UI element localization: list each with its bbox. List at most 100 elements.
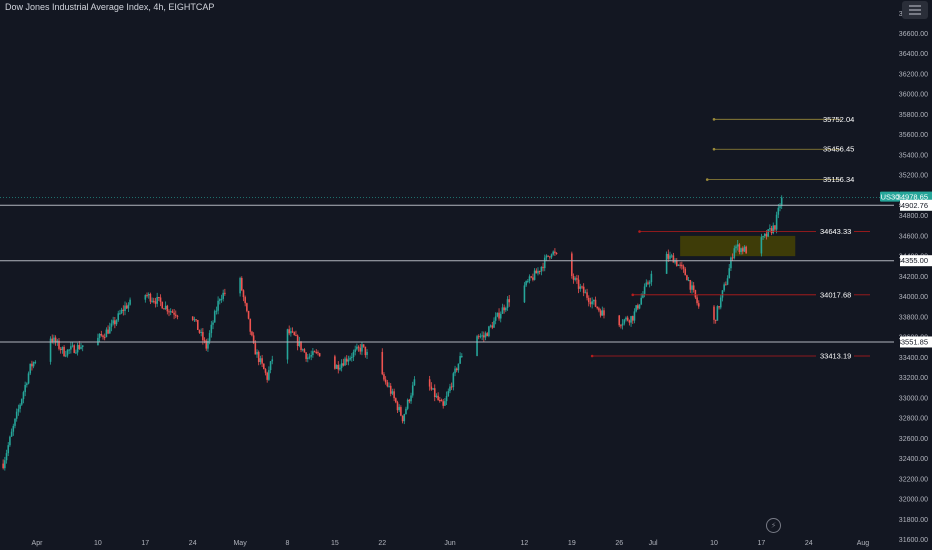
candle xyxy=(677,264,680,266)
candle xyxy=(769,224,771,233)
y-tick-label: 34800.00 xyxy=(899,213,928,220)
candle xyxy=(352,349,355,362)
resistance-line[interactable]: 34017.68 xyxy=(631,290,870,299)
candle xyxy=(719,294,722,310)
candle xyxy=(12,423,15,436)
candle xyxy=(102,334,104,340)
x-tick-label: 10 xyxy=(94,540,102,547)
candle xyxy=(461,353,463,358)
level-price-label: 34355.00 xyxy=(897,256,928,265)
y-tick-label: 35400.00 xyxy=(899,152,928,159)
candle xyxy=(669,251,671,261)
resistance-line[interactable]: 34643.33 xyxy=(638,227,870,236)
candle xyxy=(728,263,731,279)
candle xyxy=(354,345,356,356)
candle xyxy=(444,398,446,407)
candle xyxy=(459,352,461,365)
candle xyxy=(259,355,262,365)
candle xyxy=(571,251,573,279)
candle xyxy=(489,324,492,328)
candle xyxy=(508,294,511,307)
candle xyxy=(100,330,103,337)
candle xyxy=(356,343,358,351)
candle xyxy=(146,292,148,298)
candle xyxy=(340,359,343,372)
candle xyxy=(149,292,152,305)
candle xyxy=(63,345,65,357)
candle xyxy=(735,244,737,253)
resistance-line[interactable]: 33413.19 xyxy=(590,352,870,361)
candle xyxy=(584,289,587,294)
candle xyxy=(124,301,126,316)
candle xyxy=(523,282,526,304)
x-tick-label: 24 xyxy=(805,540,813,547)
y-tick-label: 31600.00 xyxy=(899,537,928,544)
candle xyxy=(549,256,551,260)
candle xyxy=(119,309,121,315)
candle xyxy=(156,292,158,307)
y-tick-label: 32000.00 xyxy=(899,497,928,504)
price-axis: 31600.00 31800.00 32000.00 32200.00 32400.00… xyxy=(899,11,928,544)
candle xyxy=(26,382,28,388)
candle xyxy=(498,308,500,321)
candle xyxy=(716,305,719,321)
candle xyxy=(525,280,527,287)
candle xyxy=(670,253,673,258)
x-tick-label: Jun xyxy=(444,540,455,547)
candle xyxy=(506,296,509,311)
candle xyxy=(574,276,577,282)
target-line[interactable]: 35752.04 xyxy=(712,115,855,124)
candle xyxy=(721,290,724,302)
candle xyxy=(730,256,732,271)
target-line[interactable]: 35156.34 xyxy=(705,175,854,184)
y-tick-label: 35200.00 xyxy=(899,173,928,180)
candle xyxy=(383,372,385,382)
candle xyxy=(733,245,736,260)
candle xyxy=(723,282,725,292)
candle xyxy=(71,341,74,348)
candle xyxy=(125,302,128,310)
candle xyxy=(215,306,218,315)
candle xyxy=(262,363,265,370)
candle xyxy=(667,249,670,262)
candle xyxy=(217,296,219,315)
candle xyxy=(457,363,460,373)
candle xyxy=(27,371,30,385)
candle xyxy=(163,308,165,310)
candle xyxy=(400,405,402,417)
candle xyxy=(586,288,588,301)
candle xyxy=(692,282,695,293)
candle xyxy=(249,318,252,335)
candle xyxy=(242,289,245,302)
candle xyxy=(195,318,197,322)
candle xyxy=(432,388,434,390)
y-tick-label: 33800.00 xyxy=(899,314,928,321)
candle xyxy=(334,354,336,370)
target-line[interactable]: 35456.45 xyxy=(712,145,855,154)
candle xyxy=(589,297,592,308)
candle xyxy=(455,367,458,373)
level-price-tag: 34902.76 xyxy=(897,199,932,211)
candle xyxy=(351,353,353,362)
candle xyxy=(697,300,700,309)
candle xyxy=(547,255,549,258)
candle xyxy=(483,331,485,342)
candle xyxy=(212,320,214,330)
candle xyxy=(9,435,11,447)
candle xyxy=(537,267,539,276)
candle xyxy=(540,266,543,276)
x-tick-label: Jul xyxy=(649,540,658,547)
candle xyxy=(452,371,455,391)
candle xyxy=(122,305,125,316)
x-tick-label: May xyxy=(233,540,247,547)
level-price-tag: 34355.00 xyxy=(897,255,932,267)
candle xyxy=(152,297,155,304)
time-axis: Apr 10 17 24 May 8 15 22 Jun 12 19 26 Jul 10 17 24 Aug xyxy=(32,540,870,547)
candle xyxy=(339,364,341,371)
candle xyxy=(738,243,741,255)
lightning-icon[interactable]: ⚡ xyxy=(766,518,781,533)
candle xyxy=(103,333,106,341)
hamburger-icon[interactable] xyxy=(902,1,928,19)
candle xyxy=(257,350,260,366)
